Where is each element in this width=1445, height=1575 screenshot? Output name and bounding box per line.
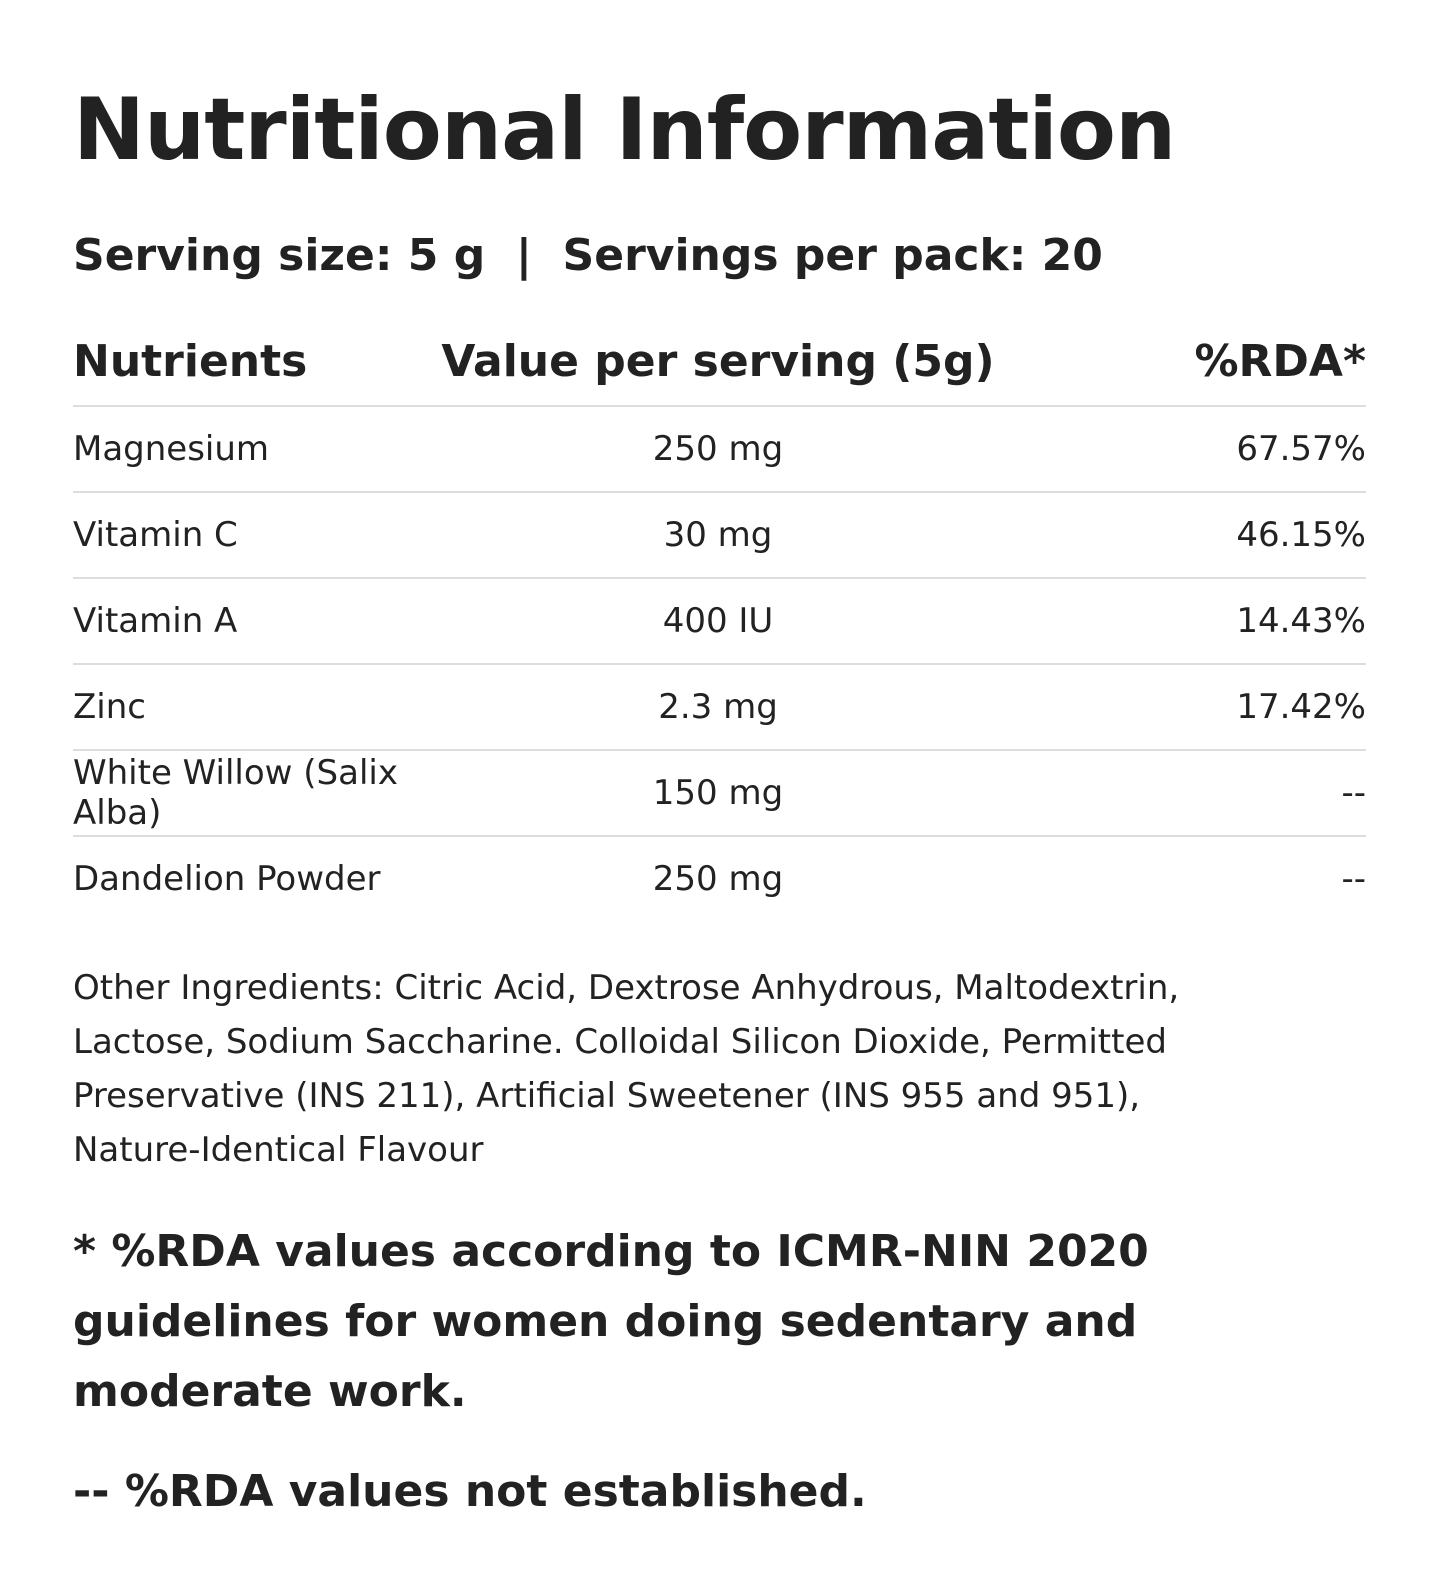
- table-cell: Zinc: [73, 664, 433, 751]
- column-header: Value per serving (5g): [433, 317, 1003, 407]
- label: Nutritional Information Serving size: 5 …: [73, 70, 1366, 1527]
- column-header: %RDA*: [1003, 317, 1366, 407]
- table-cell: --: [1003, 750, 1366, 837]
- table-row: Magnesium 250 mg 67.57%: [73, 406, 1366, 493]
- table-cell: Magnesium: [73, 406, 433, 493]
- table-cell: White Willow (Salix Alba): [73, 750, 433, 837]
- table-row: Vitamin A 400 IU 14.43%: [73, 578, 1366, 665]
- header-row: Nutrients Value per serving (5g) %RDA*: [73, 317, 1366, 407]
- table-cell: 250 mg: [433, 406, 1003, 493]
- table-cell: 14.43%: [1003, 578, 1366, 665]
- table-cell: --: [1341, 859, 1366, 899]
- table-cell: Vitamin C: [73, 492, 433, 579]
- column-header: Nutrients: [73, 317, 433, 407]
- table-body: Magnesium 250 mg 67.57% Vitamin C 30 mg 46.15…: [73, 406, 1366, 921]
- table-cell: 30 mg: [433, 492, 1003, 579]
- ingredients: Other Ingredients: Citric Acid, Dextrose…: [73, 968, 1180, 1170]
- table-row: White Willow (Salix Alba) 150 mg --: [73, 750, 1366, 837]
- table-row: Dandelion Powder 250 mg --: [73, 836, 1366, 921]
- table-cell: 250 mg: [652, 859, 784, 899]
- footnote: -- %RDA values not established.: [73, 1466, 867, 1517]
- table-cell: 46.15%: [1003, 492, 1366, 579]
- table-row: Zinc 2.3 mg 17.42%: [73, 664, 1366, 751]
- table-cell: 2.3 mg: [433, 664, 1003, 751]
- table-cell: Dandelion Powder: [73, 859, 381, 899]
- table-cell: 150 mg: [433, 750, 1003, 837]
- table-cell: Vitamin A: [73, 578, 433, 665]
- table-cell: 17.42%: [1003, 664, 1366, 751]
- table-cell: 67.57%: [1003, 406, 1366, 493]
- serving-info: Serving size: 5 g | Servings per pack: 2…: [73, 230, 1103, 281]
- table-row: Vitamin C 30 mg 46.15%: [73, 492, 1366, 579]
- title: Nutritional Information: [73, 80, 1176, 180]
- footnote: * %RDA values according to ICMR-NIN 2020…: [73, 1226, 1149, 1417]
- nutrition-table: Nutrients Value per serving (5g) %RDA* Mag…: [73, 317, 1366, 921]
- table-cell: 400 IU: [433, 578, 1003, 665]
